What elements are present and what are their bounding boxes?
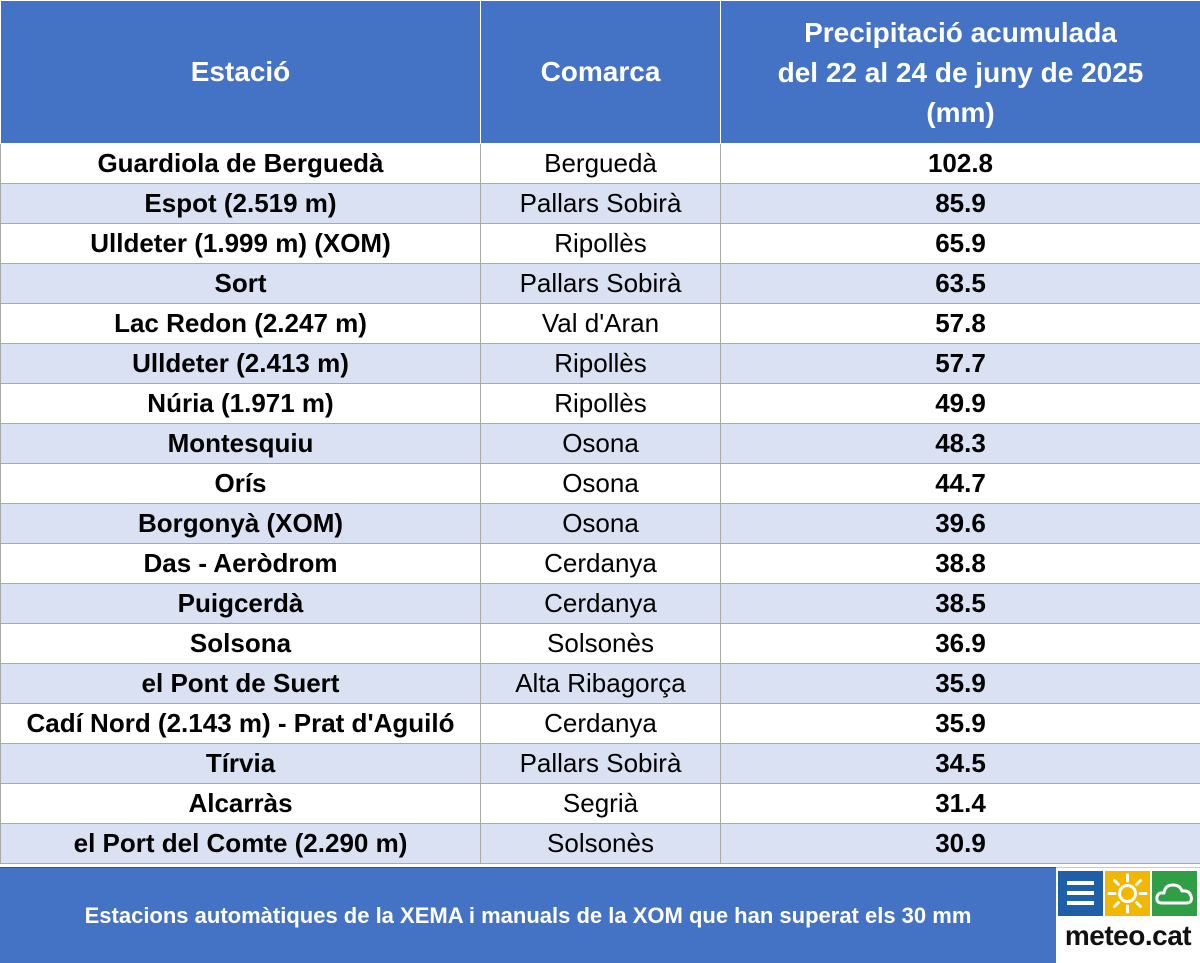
precipitation-value-cell: 85.9 <box>721 184 1200 224</box>
comarca-cell: Cerdanya <box>481 704 721 744</box>
header-line: del 22 al 24 de juny de 2025 <box>725 53 1196 93</box>
meteocat-logo: meteo.cat <box>1056 867 1200 963</box>
station-cell: el Pont de Suert <box>1 664 481 704</box>
precipitation-value-cell: 36.9 <box>721 624 1200 664</box>
menu-icon <box>1058 871 1103 916</box>
station-cell: Espot (2.519 m) <box>1 184 481 224</box>
column-header-comarca: Comarca <box>481 1 721 144</box>
precipitation-value-cell: 49.9 <box>721 384 1200 424</box>
precipitation-value-cell: 34.5 <box>721 744 1200 784</box>
comarca-cell: Alta Ribagorça <box>481 664 721 704</box>
sun-icon <box>1105 871 1150 916</box>
comarca-cell: Ripollès <box>481 344 721 384</box>
station-cell: Núria (1.971 m) <box>1 384 481 424</box>
station-cell: Ulldeter (1.999 m) (XOM) <box>1 224 481 264</box>
footer-caption: Estacions automàtiques de la XEMA i manu… <box>0 867 1056 963</box>
precipitation-value-cell: 30.9 <box>721 824 1200 864</box>
comarca-cell: Segrià <box>481 784 721 824</box>
precipitation-value-cell: 38.8 <box>721 544 1200 584</box>
station-cell: Sort <box>1 264 481 304</box>
header-line: (mm) <box>725 93 1196 133</box>
precipitation-value-cell: 35.9 <box>721 664 1200 704</box>
station-cell: Orís <box>1 464 481 504</box>
comarca-cell: Solsonès <box>481 824 721 864</box>
precipitation-value-cell: 63.5 <box>721 264 1200 304</box>
precipitation-table: Estació Comarca Precipitació acumulada d… <box>0 0 1200 864</box>
column-header-station: Estació <box>1 1 481 144</box>
precipitation-value-cell: 48.3 <box>721 424 1200 464</box>
precipitation-value-cell: 44.7 <box>721 464 1200 504</box>
precipitation-value-cell: 57.8 <box>721 304 1200 344</box>
station-cell: Puigcerdà <box>1 584 481 624</box>
comarca-cell: Pallars Sobirà <box>481 264 721 304</box>
station-cell: el Port del Comte (2.290 m) <box>1 824 481 864</box>
station-cell: Tírvia <box>1 744 481 784</box>
precipitation-value-cell: 35.9 <box>721 704 1200 744</box>
station-cell: Cadí Nord (2.143 m) - Prat d'Aguiló <box>1 704 481 744</box>
station-cell: Solsona <box>1 624 481 664</box>
station-cell: Lac Redon (2.247 m) <box>1 304 481 344</box>
station-cell: Alcarràs <box>1 784 481 824</box>
cloud-icon <box>1152 871 1197 916</box>
logo-text: meteo.cat <box>1056 920 1200 952</box>
comarca-cell: Pallars Sobirà <box>481 184 721 224</box>
precipitation-value-cell: 38.5 <box>721 584 1200 624</box>
station-cell: Das - Aeròdrom <box>1 544 481 584</box>
comarca-cell: Osona <box>481 424 721 464</box>
table-header-row: Estació Comarca Precipitació acumulada d… <box>1 1 1200 144</box>
precipitation-value-cell: 102.8 <box>721 144 1200 184</box>
comarca-cell: Solsonès <box>481 624 721 664</box>
column-header-precipitation: Precipitació acumulada del 22 al 24 de j… <box>721 1 1200 144</box>
station-cell: Ulldeter (2.413 m) <box>1 344 481 384</box>
station-cell: Borgonyà (XOM) <box>1 504 481 544</box>
precipitation-value-cell: 57.7 <box>721 344 1200 384</box>
station-cell: Montesquiu <box>1 424 481 464</box>
comarca-cell: Osona <box>481 504 721 544</box>
comarca-cell: Ripollès <box>481 224 721 264</box>
comarca-cell: Ripollès <box>481 384 721 424</box>
comarca-cell: Cerdanya <box>481 544 721 584</box>
comarca-cell: Osona <box>481 464 721 504</box>
comarca-cell: Cerdanya <box>481 584 721 624</box>
precipitation-value-cell: 65.9 <box>721 224 1200 264</box>
comarca-cell: Pallars Sobirà <box>481 744 721 784</box>
comarca-cell: Berguedà <box>481 144 721 184</box>
precipitation-value-cell: 31.4 <box>721 784 1200 824</box>
comarca-cell: Val d'Aran <box>481 304 721 344</box>
station-cell: Guardiola de Berguedà <box>1 144 481 184</box>
precipitation-value-cell: 39.6 <box>721 504 1200 544</box>
header-line: Precipitació acumulada <box>725 13 1196 53</box>
